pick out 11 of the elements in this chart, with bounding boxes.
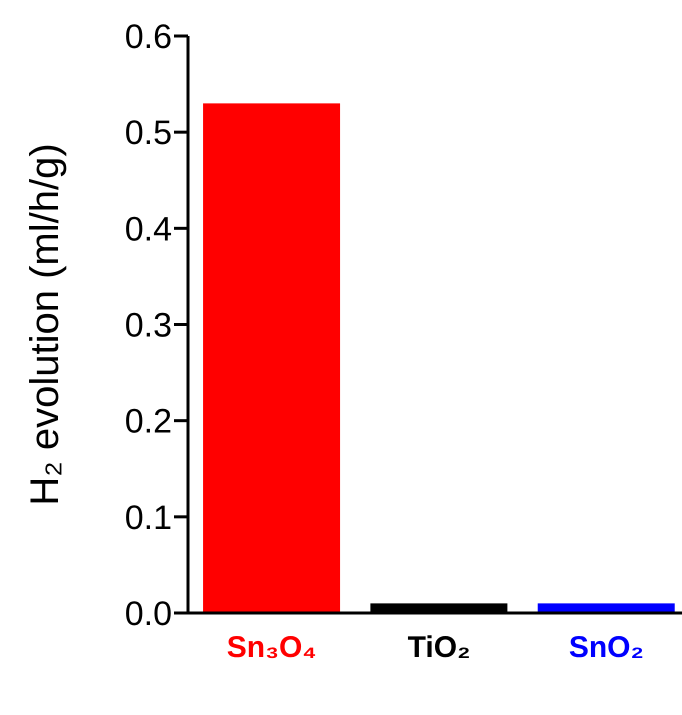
y-tick-label: 0.3 (124, 306, 172, 345)
y-tick-label: 0.4 (124, 210, 172, 248)
y-tick-label: 0.1 (124, 498, 172, 537)
y-tick-label: 0.5 (124, 114, 172, 152)
x-tick-label: TiO₂ (408, 631, 470, 664)
y-axis-title: H₂ evolution (ml/h/g) (23, 143, 67, 506)
y-tick-label: 0.0 (124, 595, 172, 634)
x-tick-label: Sn₃O₄ (226, 631, 317, 664)
x-tick-label: SnO₂ (568, 631, 644, 664)
y-tick-label: 0.2 (124, 402, 172, 441)
y-tick-label: 0.6 (124, 18, 172, 56)
